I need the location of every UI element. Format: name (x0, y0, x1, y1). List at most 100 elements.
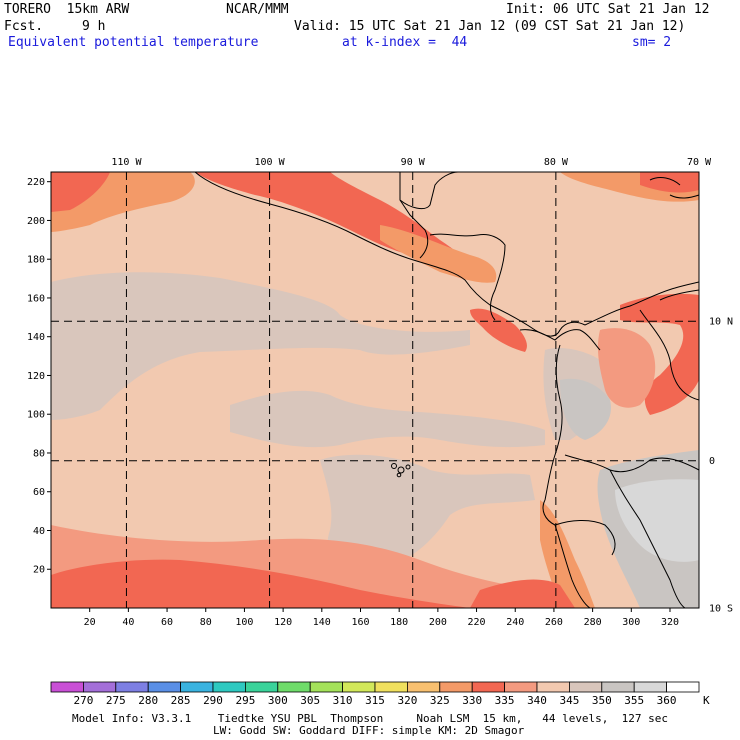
colorbar-label: 340 (527, 694, 547, 707)
coastline-venezuela (659, 289, 700, 301)
colorbar-label: 295 (235, 694, 255, 707)
field-max-peru-coast (540, 500, 595, 608)
colorbar-label: 300 (268, 694, 288, 707)
colorbar-swatch (212, 681, 246, 693)
theta-e-field (51, 172, 699, 608)
map-axes: 20 40 60 80 100 120 140 160 180 200 220 20 40 60 80 100… (27, 157, 733, 628)
coastline-caribbean-honduras (429, 233, 506, 321)
forecast-label: Fcst. (4, 19, 44, 34)
field-max-colombia-halo (597, 328, 656, 408)
colorbar-label: 275 (106, 694, 126, 707)
field-min-amazon (560, 378, 611, 440)
forecast-hour: 9 h (82, 19, 106, 34)
x-tick-label: 280 (584, 617, 602, 628)
x-tick-label: 300 (622, 617, 640, 628)
y-tick-label: 180 (27, 255, 45, 266)
colorbar-swatch (504, 681, 538, 693)
colorbar-label: 285 (171, 694, 191, 707)
x-tick-label: 140 (313, 617, 331, 628)
colorbar-label: 355 (624, 694, 644, 707)
colorbar-label: 320 (397, 694, 417, 707)
colorbar-swatch (244, 681, 279, 693)
field-max-northwest-core (51, 172, 110, 212)
colorbar-swatch (180, 681, 214, 693)
colorbar-swatch (50, 681, 84, 693)
latitude-label: 10 S (709, 604, 733, 615)
x-tick-label: 260 (545, 617, 563, 628)
field-band-345-south (320, 454, 535, 571)
colorbar-swatch (439, 681, 473, 693)
colorbar-label: 270 (73, 694, 93, 707)
latitude-label: 10 N (709, 317, 733, 328)
x-tick-label: 40 (122, 617, 134, 628)
model-title: TORERO 15km ARW (4, 2, 130, 17)
longitude-label: 110 W (111, 157, 142, 168)
y-tick-label: 80 (33, 448, 45, 459)
field-band-345-central (230, 390, 545, 448)
x-tick-label: 220 (468, 617, 486, 628)
longitude-label: 70 W (687, 157, 712, 168)
x-tick-label: 240 (506, 617, 524, 628)
y-tick-label: 160 (27, 293, 45, 304)
x-tick-label: 160 (351, 617, 369, 628)
colorbar-label: 330 (462, 694, 482, 707)
field-max-south-core (51, 559, 470, 608)
coastline-panama (519, 329, 601, 351)
colorbar-swatch (115, 681, 149, 693)
colorbar-label: 310 (333, 694, 353, 707)
x-tick-label: 180 (390, 617, 408, 628)
y-tick-label: 60 (33, 487, 45, 498)
x-tick-label: 320 (661, 617, 679, 628)
coastline-central-america-north (399, 171, 459, 210)
border-peru-brazil (609, 469, 686, 609)
x-tick-label: 20 (84, 617, 96, 628)
x-tick-label: 60 (161, 617, 173, 628)
coastline-cuba-hint (649, 177, 700, 199)
y-tick-label: 140 (27, 332, 45, 343)
field-max-guatemala (380, 225, 497, 283)
longitude-label: 80 W (544, 157, 569, 168)
colorbar-swatch (147, 681, 181, 693)
colorbar-swatch (666, 681, 700, 693)
organization-label: NCAR/MMM (226, 2, 289, 17)
coastlines (194, 171, 700, 609)
x-tick-label: 120 (274, 617, 292, 628)
border-colombia-venezuela (639, 309, 700, 401)
x-tick-label: 80 (200, 617, 212, 628)
coastline-mexico (194, 171, 586, 337)
valid-time: Valid: 15 UTC Sat 21 Jan 12 (09 CST Sat … (294, 19, 686, 34)
colorbar-swatch (536, 681, 570, 693)
colorbar-label: 315 (365, 694, 385, 707)
x-tick-label: 200 (429, 617, 447, 628)
y-tick-label: 200 (27, 216, 45, 227)
map-frame (50, 171, 700, 609)
colorbar-swatch (601, 681, 635, 693)
colorbar-swatch (342, 681, 376, 693)
y-tick-label: 120 (27, 371, 45, 382)
field-max-caribbean (640, 172, 699, 193)
field-band-345-west (51, 272, 470, 420)
colorbar-label: 350 (592, 694, 612, 707)
x-tick-label: 100 (235, 617, 253, 628)
coastline-ecuador (542, 499, 591, 609)
y-tick-label: 100 (27, 410, 45, 421)
field-min-andes-core (615, 479, 699, 562)
colorbar-label: 345 (559, 694, 579, 707)
colorbar-label: 290 (203, 694, 223, 707)
colorbar: 270 275 280 285 290 295 300 305 310 315 320 325 330 3… (50, 681, 710, 707)
longitude-label: 100 W (255, 157, 286, 168)
colorbar-swatch (633, 681, 668, 693)
init-time: Init: 06 UTC Sat 21 Jan 12 (506, 2, 710, 17)
colorbar-swatch (374, 681, 408, 693)
colorbar-swatch (83, 681, 117, 693)
border-guatemala (399, 199, 429, 259)
colorbar-swatch (406, 681, 441, 693)
field-name: Equivalent potential temperature (8, 35, 259, 50)
colorbar-label: 335 (495, 694, 515, 707)
y-tick-label: 220 (27, 177, 45, 188)
latitude-label: 0 (709, 456, 715, 467)
lat-lon-grid (51, 172, 699, 608)
colorbar-swatch (309, 681, 344, 693)
y-tick-label: 20 (33, 565, 45, 576)
